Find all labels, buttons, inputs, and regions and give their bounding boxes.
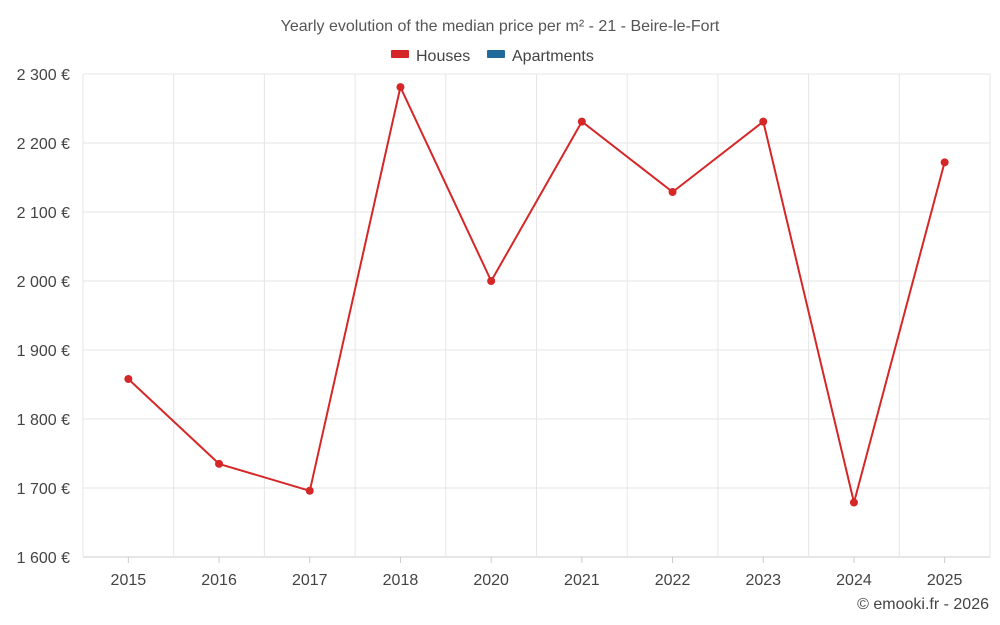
series-houses [124,83,949,507]
y-tick-label: 1 600 € [17,550,70,567]
legend-label-houses: Houses [416,48,470,65]
x-tick-label: 2023 [745,572,781,589]
y-tick-label: 1 800 € [17,412,70,429]
data-point-houses[interactable] [215,459,224,468]
data-point-houses[interactable] [487,277,496,285]
legend: Houses Apartments [391,48,594,65]
x-axis-labels: 2015 2016 2017 2018 2020 2021 2022 2023 2024 2025 [111,572,963,589]
x-tick-label: 2016 [201,572,237,589]
x-tick-label: 2024 [836,572,872,589]
y-tick-label: 2 000 € [17,274,70,291]
legend-swatch-houses [391,50,409,58]
x-tick-label: 2022 [655,572,691,589]
y-axis-labels: 1 600 € 1 700 € 1 800 € 1 900 € 2 000 € 2 100… [17,67,70,567]
x-tick-label: 2025 [927,572,963,589]
data-point-houses[interactable] [396,83,405,92]
grid [82,73,991,563]
x-tick-label: 2015 [111,572,147,589]
legend-label-apartments: Apartments [512,48,594,65]
y-tick-label: 2 200 € [17,136,70,153]
data-point-houses[interactable] [305,486,314,495]
x-tick-label: 2021 [564,572,600,589]
data-point-houses[interactable] [577,117,586,126]
data-point-houses[interactable] [849,498,858,507]
credit-text: © emooki.fr - 2026 [857,596,989,613]
x-tick-label: 2017 [292,572,328,589]
data-point-houses[interactable] [668,187,677,196]
y-tick-label: 1 900 € [17,343,70,360]
legend-item-houses[interactable]: Houses [391,48,470,65]
y-tick-label: 1 700 € [17,481,70,498]
y-tick-label: 2 300 € [17,67,70,84]
data-point-houses[interactable] [759,117,768,126]
series-line-houses [127,86,946,504]
data-point-houses[interactable] [124,374,133,383]
y-tick-label: 2 100 € [17,205,70,222]
x-tick-label: 2018 [383,572,419,589]
chart-title: Yearly evolution of the median price per… [281,18,720,35]
legend-item-apartments[interactable]: Apartments [487,48,594,65]
x-tick-label: 2020 [473,572,509,589]
data-point-houses[interactable] [940,158,949,167]
legend-swatch-apartments [487,50,505,58]
